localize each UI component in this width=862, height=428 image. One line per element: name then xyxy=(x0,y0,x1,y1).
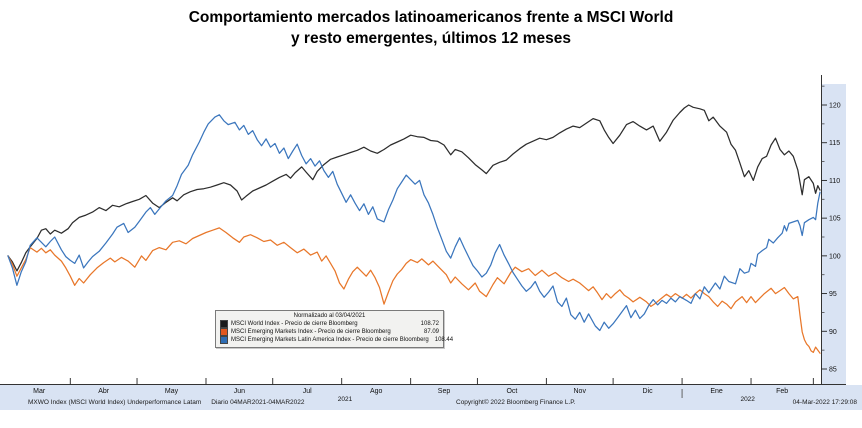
msci-em-swatch-icon xyxy=(220,328,228,336)
legend-item-msci-em-latam: MSCI Emerging Markets Latin America Inde… xyxy=(220,336,453,344)
legend-value: 87.09 xyxy=(423,329,439,335)
y-axis-band xyxy=(822,84,846,385)
legend-value: 108.44 xyxy=(434,337,454,343)
series-line-msci-world xyxy=(7,104,821,272)
legend-box: Normalizado al 03/04/2021 MSCI World Ind… xyxy=(215,310,453,348)
chart-title-line-2: y resto emergentes, últimos 12 meses xyxy=(291,30,571,47)
instrument-text: MXWO Index (MSCI World Index) Underperfo… xyxy=(28,399,202,406)
legend-label: MSCI World Index - Precio de cierre Bloo… xyxy=(231,321,358,327)
legend-label: MSCI Emerging Markets Latin America Inde… xyxy=(231,337,429,343)
status-instrument: MXWO Index (MSCI World Index) Underperfo… xyxy=(28,399,305,406)
x-axis-band xyxy=(0,385,862,410)
legend-label: MSCI Emerging Markets Index - Precio de … xyxy=(231,329,391,335)
status-timestamp: 04-Mar-2022 17:29:08 xyxy=(792,399,857,406)
legend-item-msci-world: MSCI World Index - Precio de cierre Bloo… xyxy=(220,320,439,328)
range-text: Diario 04MAR2021-04MAR2022 xyxy=(211,399,305,406)
chart-title-line-1: Comportamiento mercados latinoamericanos… xyxy=(188,9,674,26)
msci-world-swatch-icon xyxy=(220,320,228,328)
series-line-msci-em-latam xyxy=(7,114,821,332)
legend-value: 108.72 xyxy=(420,321,439,327)
legend-item-msci-em: MSCI Emerging Markets Index - Precio de … xyxy=(220,328,439,336)
status-copyright: Copyright© 2022 Bloomberg Finance L.P. xyxy=(456,399,576,406)
msci-em-latam-swatch-icon xyxy=(220,336,228,344)
legend-title: Normalizado al 03/04/2021 xyxy=(293,313,366,319)
chart-title: Comportamiento mercados latinoamericanos… xyxy=(0,7,862,49)
